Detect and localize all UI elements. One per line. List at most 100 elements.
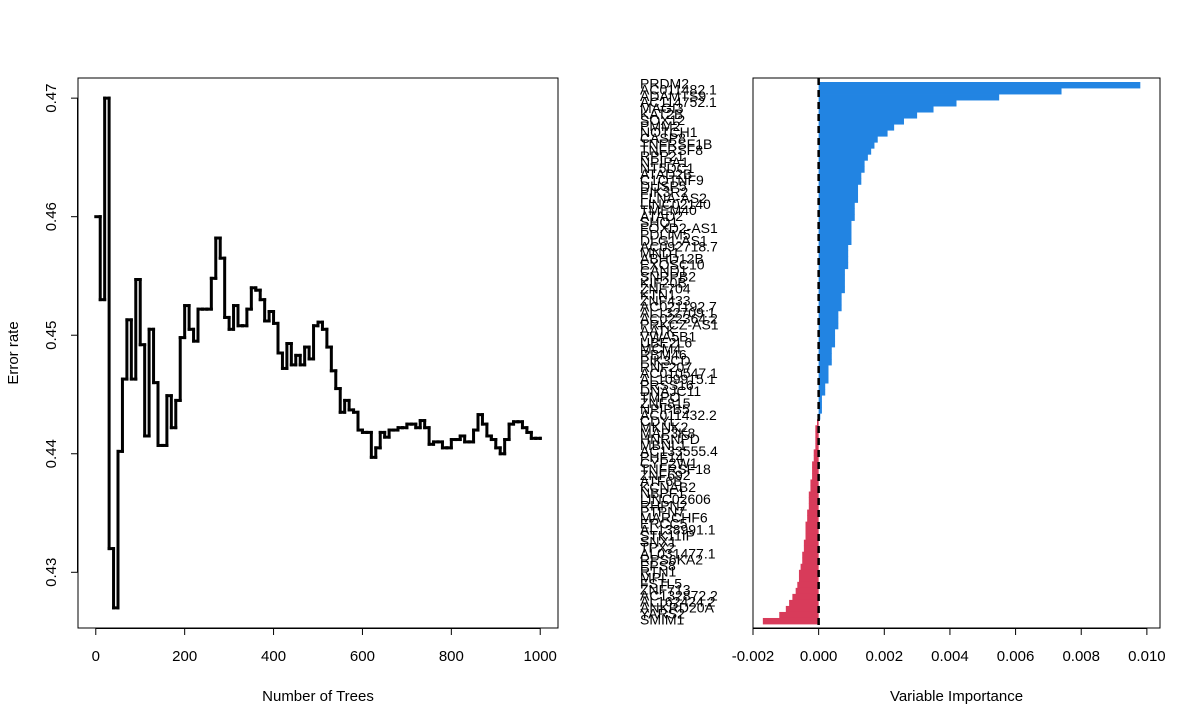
y-category-label: ADAMTS9 xyxy=(640,88,706,104)
y-category-label: EXOSC10 xyxy=(640,256,705,272)
bar xyxy=(800,563,819,571)
bar xyxy=(818,359,832,366)
y-category-label: AC011432.2 xyxy=(640,407,717,423)
y-tick-label: 0.45 xyxy=(43,321,60,350)
x-tick-label: 0.000 xyxy=(800,648,838,665)
bar xyxy=(818,112,918,119)
y-category-label: TNFRSF8 xyxy=(640,142,703,158)
y-category-label: ANKRD20A xyxy=(640,600,715,616)
bar xyxy=(818,389,826,396)
bar xyxy=(818,250,849,258)
bar xyxy=(797,581,819,589)
bar xyxy=(818,298,842,306)
y-category-label: ERCC5 xyxy=(640,515,688,531)
y-category-label: SNX1 xyxy=(640,533,677,549)
x-tick-label: 600 xyxy=(350,648,375,665)
bar xyxy=(818,407,822,414)
bar xyxy=(818,322,839,330)
x-axis-title: Number of Trees xyxy=(262,688,374,705)
y-category-label: YARS2 xyxy=(640,606,685,622)
y-tick-label: 0.44 xyxy=(43,439,60,468)
y-category-label: ABHD12B xyxy=(640,250,704,266)
bar xyxy=(818,286,845,294)
bar xyxy=(818,208,855,215)
bar xyxy=(818,395,822,402)
bar xyxy=(813,449,819,456)
y-category-label: PIK3R2 xyxy=(640,184,688,200)
bar xyxy=(818,268,845,276)
y-category-label: VWA5B1 xyxy=(640,329,696,345)
y-category-label: PDLIM5 xyxy=(640,226,691,242)
y-category-label: SMIM1 xyxy=(640,612,685,628)
bar xyxy=(818,226,852,233)
bar xyxy=(818,256,849,264)
bar xyxy=(818,178,862,185)
y-category-label: FLNA-AS2 xyxy=(640,190,707,206)
bar xyxy=(818,118,904,125)
bar xyxy=(815,443,819,450)
x-tick-label: -0.002 xyxy=(732,648,775,665)
bar xyxy=(789,599,819,607)
x-tick-label: 0.008 xyxy=(1062,648,1100,665)
bar xyxy=(818,136,878,143)
bar xyxy=(818,106,934,113)
bar xyxy=(798,569,819,577)
bar xyxy=(818,365,829,372)
bar xyxy=(808,491,819,498)
bar xyxy=(818,88,1062,95)
y-category-label: NPIPA1 xyxy=(640,154,689,170)
y-category-label: FOXD2-AS1 xyxy=(640,220,718,236)
y-category-label: PMM2 xyxy=(640,118,681,134)
y-category-label: EPS8 xyxy=(640,557,676,573)
bar xyxy=(762,617,819,625)
y-category-label: PIK3CD xyxy=(640,353,691,369)
y-category-label: AATK xyxy=(640,323,676,339)
y-category-label: HNRNPD xyxy=(640,431,700,447)
y-category-label: C1QTNF9 xyxy=(640,172,704,188)
y-category-label: ATAD2B xyxy=(640,166,692,182)
bar xyxy=(818,184,859,191)
y-category-label: SHQ1 xyxy=(640,214,678,230)
y-category-label: ATF6B xyxy=(640,473,683,489)
bar xyxy=(818,377,829,384)
bar xyxy=(805,521,819,529)
y-category-label: MAGI3 xyxy=(640,100,684,116)
bar xyxy=(818,310,839,318)
x-tick-label: 800 xyxy=(439,648,464,665)
bar xyxy=(802,557,819,565)
y-category-label: TNFRSF18 xyxy=(640,461,711,477)
x-tick-label: 400 xyxy=(261,648,286,665)
y-category-label: MND1 xyxy=(640,244,680,260)
y-category-label: LINC02140 xyxy=(640,196,711,212)
bar xyxy=(810,485,819,492)
bar xyxy=(818,154,868,161)
bar xyxy=(818,202,855,209)
bar xyxy=(798,575,819,583)
bar xyxy=(818,304,842,312)
y-category-label: AC021192.7 xyxy=(640,299,717,315)
y-category-label: DLG1-AS1 xyxy=(640,232,708,248)
y-category-label: SOX12 xyxy=(640,112,685,128)
y-category-label: LINC02606 xyxy=(640,491,711,507)
bar xyxy=(805,533,819,541)
bar xyxy=(807,509,819,516)
y-category-label: KTN1 xyxy=(640,286,676,302)
bar xyxy=(818,172,862,179)
y-category-label: TMPO xyxy=(640,389,681,405)
y-category-label: UBE2L6 xyxy=(640,335,692,351)
bar xyxy=(818,196,859,203)
y-category-label: RBM46 xyxy=(640,347,687,363)
y-category-label: PRDM2 xyxy=(640,76,689,92)
y-category-label: AC022364.2 xyxy=(640,311,718,327)
y-category-label: ZNF704 xyxy=(640,280,691,296)
y-category-label: AC092718.7 xyxy=(640,238,718,254)
y-category-label: ZNF815 xyxy=(640,395,691,411)
x-tick-label: 200 xyxy=(172,648,197,665)
y-category-label: RPP21 xyxy=(640,148,685,164)
y-category-label: FSTL5 xyxy=(640,576,682,592)
y-category-label: AC132872.2 xyxy=(640,588,718,604)
bar xyxy=(812,461,819,468)
bar xyxy=(795,587,819,595)
y-category-label: MKNK2 xyxy=(640,419,688,435)
